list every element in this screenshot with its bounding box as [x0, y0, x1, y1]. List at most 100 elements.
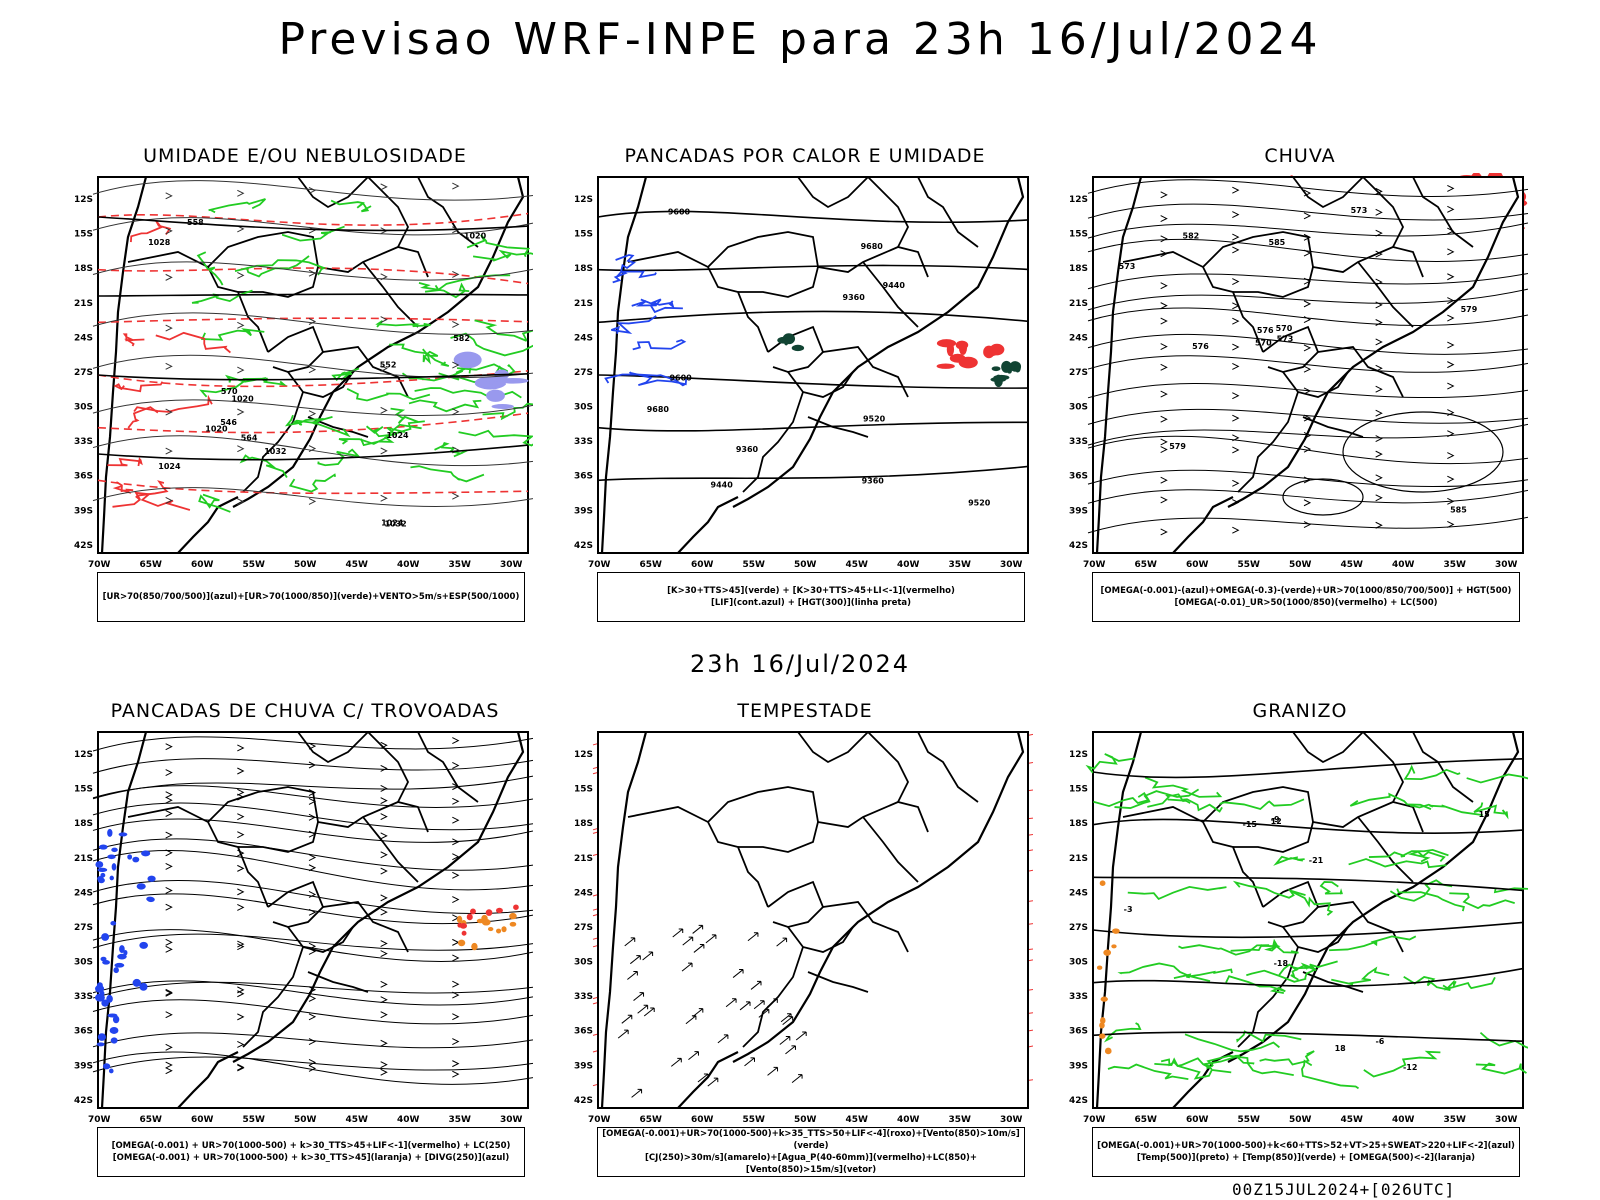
- streamline: [92, 818, 533, 843]
- flow-arrow: [452, 1070, 460, 1078]
- flow-arrow: [237, 793, 245, 801]
- shaded-area: [141, 850, 151, 857]
- shaded-area: [470, 908, 476, 915]
- contour-label: 558: [187, 218, 204, 227]
- flow-arrow: [1160, 363, 1168, 371]
- isoline: [611, 315, 657, 335]
- latitude-label: 18S: [1069, 819, 1088, 829]
- isoline: [284, 414, 333, 427]
- border-line: [322, 901, 409, 953]
- latitude-label: 15S: [1069, 230, 1088, 240]
- latitude-label: 36S: [574, 472, 593, 482]
- coastline: [100, 731, 148, 1109]
- longitude-label: 65W: [640, 560, 663, 570]
- contour-label: 9680: [647, 405, 670, 414]
- border-line: [297, 731, 369, 764]
- wind-vector: [747, 932, 759, 942]
- legend-line: [OMEGA(-0.001)+UR>70(1000-500)+k>35_TTS>…: [602, 1129, 1020, 1151]
- isoline: [632, 339, 687, 351]
- border-line: [807, 416, 869, 438]
- flow-arrow: [1447, 475, 1455, 483]
- isoline: [1127, 885, 1227, 901]
- shaded-area: [989, 343, 1005, 356]
- flow-arrow: [237, 744, 245, 752]
- flow-arrow: [1232, 278, 1240, 285]
- flow-arrow: [452, 783, 460, 791]
- contour-label: 9440: [711, 480, 734, 489]
- isoline: [1230, 944, 1299, 954]
- flow-arrow: [165, 831, 173, 839]
- flow-arrow: [1303, 189, 1312, 197]
- longitude-label: 65W: [640, 1115, 663, 1125]
- longitude-label: 60W: [191, 560, 214, 570]
- contour-label: 1028: [148, 238, 171, 247]
- latitude-label: 18S: [574, 264, 593, 274]
- streamline: [1087, 272, 1528, 290]
- isoline: [127, 406, 159, 429]
- coastline: [600, 176, 648, 554]
- isoline: [410, 465, 485, 483]
- flow-arrow: [1375, 435, 1383, 443]
- wind-vector: [692, 1008, 704, 1017]
- longitude-label: 65W: [140, 560, 163, 570]
- wind-vector: [767, 1066, 779, 1076]
- longitude-label: 65W: [1135, 560, 1158, 570]
- border-line: [707, 231, 819, 298]
- legend-line: [UR>70(850/700/500)](azul)+[UR>70(1000/8…: [102, 592, 520, 602]
- shaded-area: [509, 912, 517, 920]
- streamline: [1087, 408, 1528, 425]
- contour-label: 1024: [386, 431, 409, 440]
- isoline: [375, 320, 431, 328]
- wind-vector: [782, 1016, 794, 1026]
- streamline: [92, 933, 533, 951]
- wind-vector: [744, 1057, 756, 1067]
- coastline: [600, 731, 648, 1109]
- isoline: [414, 387, 522, 400]
- flow-arrow: [1375, 450, 1383, 458]
- shaded-area: [486, 389, 505, 402]
- flow-arrow: [237, 767, 245, 775]
- contour-line: [597, 465, 1029, 482]
- shaded-area: [110, 1037, 118, 1044]
- border-line: [742, 391, 804, 493]
- contour-line: [97, 293, 529, 297]
- panel-title: UMIDADE E/OU NEBULOSIDADE: [143, 145, 467, 167]
- latitude-label: 21S: [1069, 299, 1088, 309]
- latitude-label: 36S: [1069, 1027, 1088, 1037]
- latitude-label: 33S: [574, 992, 593, 1002]
- latitude-label: 30S: [1069, 403, 1088, 413]
- shaded-area: [993, 374, 1010, 381]
- flow-arrow: [452, 816, 460, 824]
- longitude-label: 70W: [88, 560, 111, 570]
- flow-arrow: [165, 810, 173, 817]
- shaded-area: [147, 875, 156, 882]
- flow-arrow: [1447, 452, 1455, 460]
- latitude-label: 30S: [74, 403, 93, 413]
- streamline: [1087, 469, 1528, 488]
- longitude-label: 40W: [397, 1115, 420, 1125]
- flow-arrow: [308, 497, 317, 505]
- flow-arrow: [1160, 302, 1168, 310]
- flow-arrow: [165, 945, 173, 953]
- shaded-area: [958, 356, 978, 369]
- shaded-area: [102, 1063, 111, 1070]
- longitude-label: 35W: [1444, 1115, 1467, 1125]
- shaded-area: [1112, 928, 1120, 934]
- isoline: [457, 363, 516, 377]
- longitude-label: 45W: [1341, 1115, 1364, 1125]
- flow-arrow: [1160, 446, 1168, 453]
- wind-vector: [758, 1008, 770, 1018]
- latitude-label: 39S: [574, 1061, 593, 1071]
- flow-arrow: [380, 894, 388, 902]
- flow-arrow: [308, 318, 317, 325]
- flow-arrow: [237, 1064, 245, 1072]
- longitude-label: 50W: [294, 560, 317, 570]
- flow-arrow: [452, 182, 460, 190]
- coastline: [100, 176, 148, 554]
- wind-vector: [681, 962, 693, 972]
- flow-arrow: [308, 854, 317, 861]
- contour-label: 576: [1257, 326, 1274, 335]
- flow-arrow: [1160, 415, 1168, 423]
- page-title: Previsao WRF-INPE para 23h 16/Jul/2024: [278, 14, 1322, 65]
- flow-arrow: [1232, 392, 1240, 400]
